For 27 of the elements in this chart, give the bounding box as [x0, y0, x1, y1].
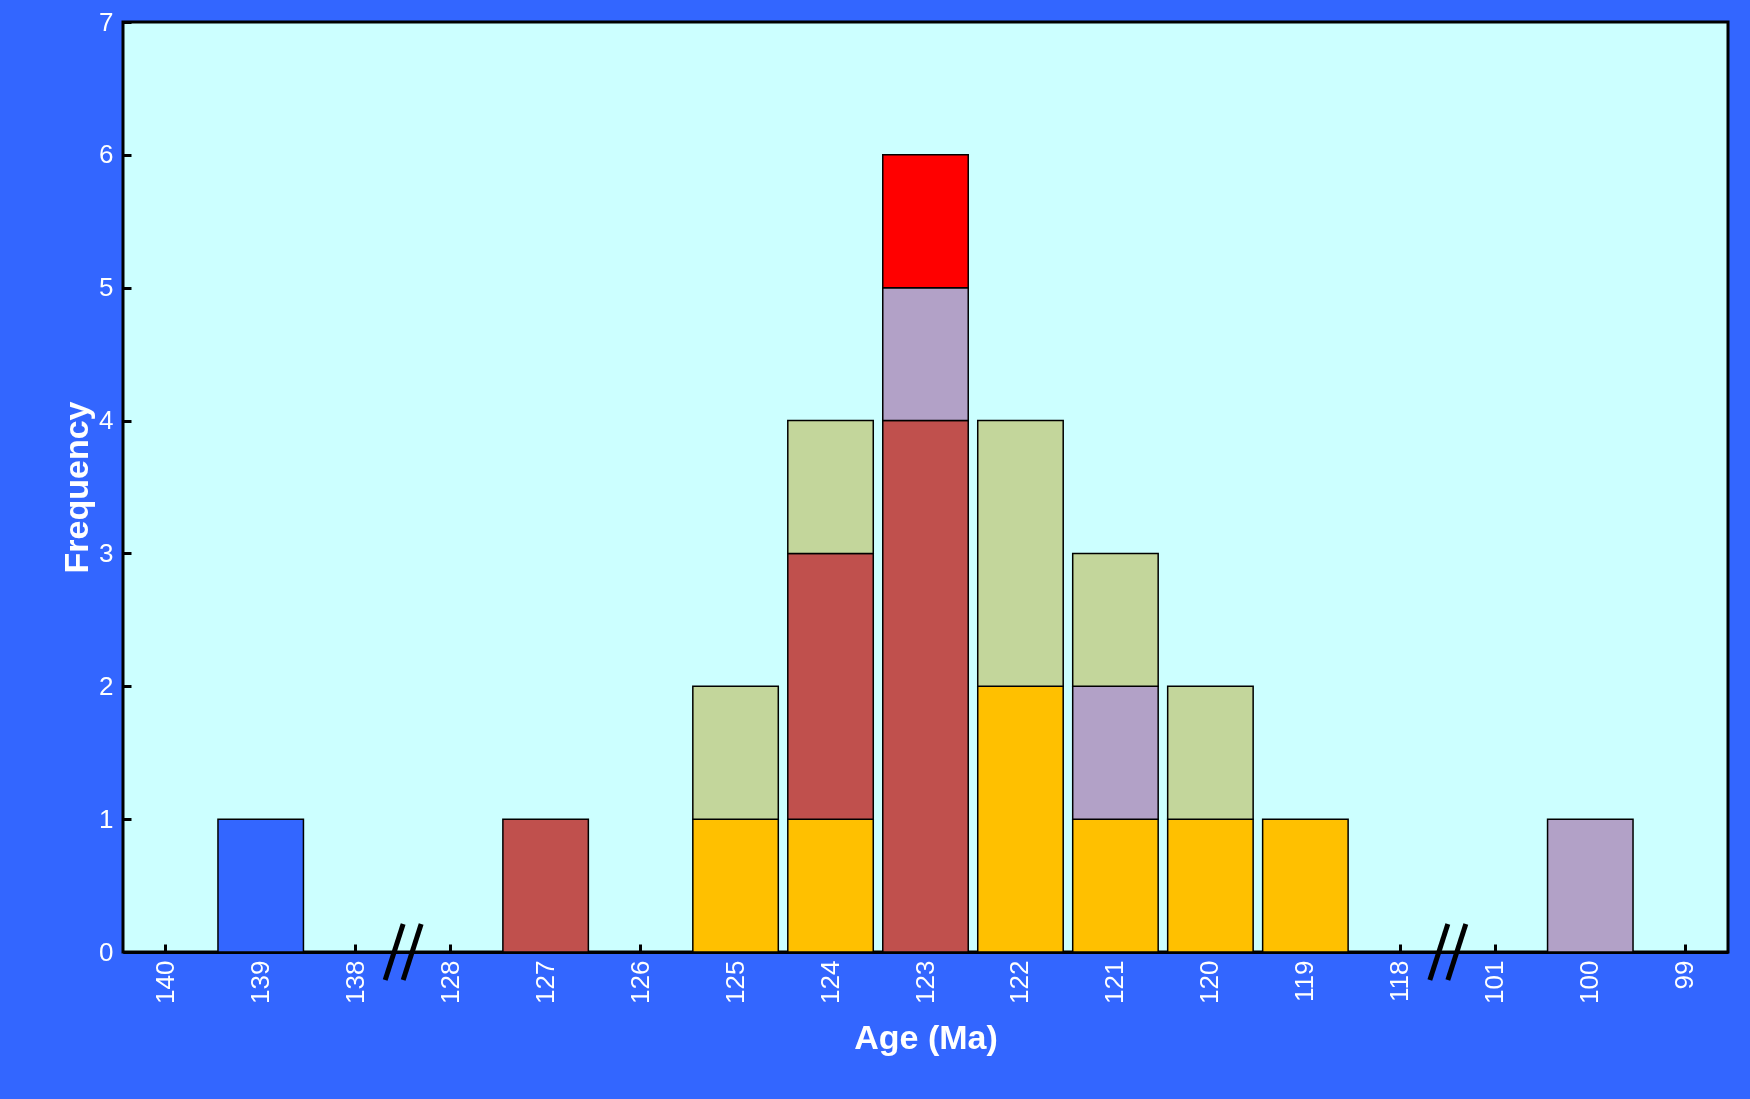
- x-tick-label: 100: [1574, 960, 1605, 1004]
- y-tick-label: 3: [99, 537, 114, 568]
- x-tick-label: 125: [719, 960, 750, 1004]
- x-tick-label: 123: [909, 960, 940, 1004]
- x-tick-label: 126: [624, 960, 655, 1004]
- x-tick-label: 139: [244, 960, 275, 1004]
- x-tick-label: 127: [529, 960, 560, 1004]
- y-axis-title: Frequency: [57, 401, 96, 574]
- x-tick-label: 128: [434, 960, 465, 1004]
- y-tick-label: 2: [99, 670, 114, 701]
- x-tick-label: 138: [339, 960, 370, 1004]
- x-tick-label: 121: [1099, 960, 1130, 1004]
- y-tick-label: 0: [99, 936, 114, 967]
- x-tick-label: 124: [814, 960, 845, 1004]
- x-tick-label: 119: [1289, 960, 1320, 1002]
- x-axis-title: Age (Ma): [854, 1017, 998, 1056]
- x-tick-label: 118: [1384, 960, 1415, 1002]
- y-tick-label: 7: [99, 6, 114, 37]
- y-tick-label: 6: [99, 139, 114, 170]
- x-tick-label: 120: [1194, 960, 1225, 1004]
- x-tick-label: 99: [1669, 960, 1700, 990]
- x-tick-label: 101: [1479, 960, 1510, 1004]
- y-tick-label: 5: [99, 272, 114, 303]
- x-tick-label: 140: [149, 960, 180, 1004]
- y-tick-label: 4: [99, 405, 114, 436]
- y-tick-label: 1: [99, 803, 114, 834]
- x-tick-label: 122: [1004, 960, 1035, 1004]
